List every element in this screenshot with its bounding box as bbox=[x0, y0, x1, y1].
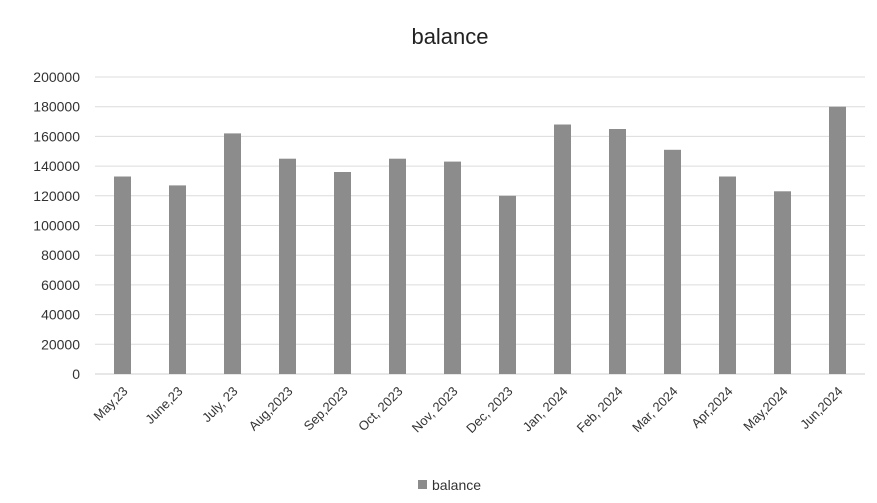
grid-lines bbox=[95, 76, 865, 375]
y-tick-label: 40000 bbox=[41, 307, 80, 323]
y-tick-label: 100000 bbox=[33, 218, 80, 234]
x-tick-label: May,23 bbox=[91, 384, 131, 424]
bar bbox=[114, 176, 131, 374]
bar bbox=[719, 176, 736, 374]
y-tick-label: 140000 bbox=[33, 158, 80, 174]
x-tick-label: Jan, 2024 bbox=[520, 384, 571, 435]
x-tick-label: Aug,2023 bbox=[246, 384, 296, 434]
x-tick-label: Apr,2024 bbox=[688, 384, 735, 431]
bar bbox=[444, 161, 461, 374]
y-tick-label: 180000 bbox=[33, 99, 80, 115]
bar bbox=[169, 185, 186, 374]
bar bbox=[499, 195, 516, 374]
x-tick-label: Mar, 2024 bbox=[629, 384, 680, 435]
bar bbox=[279, 158, 296, 374]
x-tick-label: Oct, 2023 bbox=[355, 384, 405, 434]
x-tick-label: May,2024 bbox=[740, 384, 790, 434]
y-tick-label: 0 bbox=[72, 366, 80, 382]
bar bbox=[664, 149, 681, 374]
x-tick-label: Dec, 2023 bbox=[463, 384, 516, 437]
bar bbox=[224, 133, 241, 374]
y-tick-label: 160000 bbox=[33, 128, 80, 144]
legend: balance bbox=[418, 477, 481, 493]
bar bbox=[389, 158, 406, 374]
x-tick-label: Sep,2023 bbox=[301, 384, 351, 434]
y-tick-label: 60000 bbox=[41, 277, 80, 293]
x-tick-label: Nov, 2023 bbox=[409, 384, 461, 436]
y-tick-label: 120000 bbox=[33, 188, 80, 204]
bars bbox=[114, 106, 846, 374]
bar bbox=[609, 129, 626, 374]
x-tick-label: Feb, 2024 bbox=[574, 384, 626, 436]
y-tick-label: 20000 bbox=[41, 336, 80, 352]
x-axis-ticks: May,23 June,23 July, 23 Aug,2023 Sep,2023 Oct… bbox=[91, 384, 846, 437]
x-tick-label: June,23 bbox=[142, 384, 185, 427]
bar bbox=[774, 191, 791, 374]
bar bbox=[334, 172, 351, 374]
y-axis-ticks: 0 20000 40000 60000 80000 100000 120000 140000 1… bbox=[33, 69, 80, 382]
legend-label: balance bbox=[432, 477, 481, 493]
legend-swatch bbox=[418, 480, 427, 489]
y-tick-label: 200000 bbox=[33, 69, 80, 85]
bar bbox=[554, 124, 571, 374]
x-tick-label: Jun,2024 bbox=[797, 384, 845, 432]
chart-title: balance bbox=[411, 24, 488, 49]
y-tick-label: 80000 bbox=[41, 247, 80, 263]
x-tick-label: July, 23 bbox=[199, 384, 241, 426]
bar bbox=[829, 106, 846, 374]
